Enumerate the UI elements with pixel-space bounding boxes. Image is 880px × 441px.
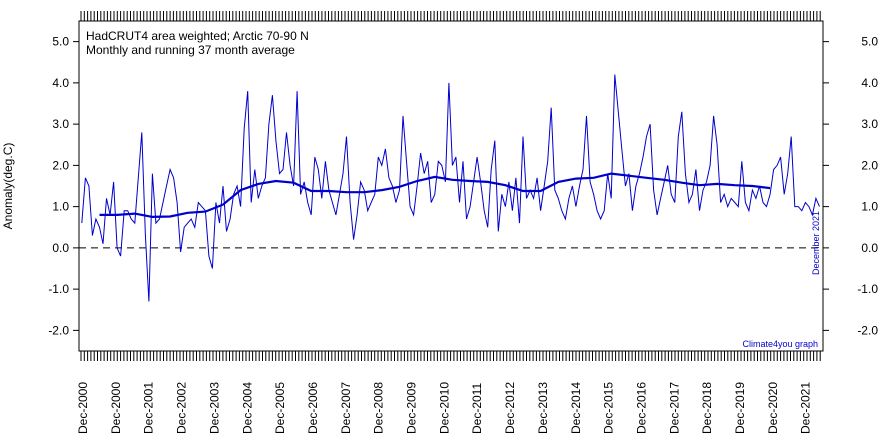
bottom-minor-ticks [80,351,821,361]
y-tick-label-left: -2.0 [48,323,69,337]
y-tick-label-right: 1.0 [861,200,878,214]
x-tick-label: Dec-2000 [76,382,90,434]
x-tick-label: Dec-2002 [175,382,189,434]
y-tick-label-right: 3.0 [861,117,878,131]
y-tick-label-right: 5.0 [861,35,878,49]
running-average-line [99,172,771,219]
y-tick-label-left: 3.0 [52,117,69,131]
credit-label: Climate4you graph [742,339,818,349]
chart-title-line-1: HadCRUT4 area weighted; Arctic 70-90 N [86,29,309,43]
x-tick-label: Dec-2000 [109,382,123,434]
x-tick-label: Dec-2013 [536,382,550,434]
x-tick-label: Dec-2001 [142,382,156,434]
x-tick-label: Dec-2005 [273,382,287,434]
y-tick-label-right: 2.0 [861,158,878,172]
y-tick-label-right: -2.0 [857,323,878,337]
y-tick-label-right: 4.0 [861,76,878,90]
x-tick-label: Dec-2008 [372,382,386,434]
x-tick-label: Dec-2010 [437,382,451,434]
x-tick-label: Dec-2014 [569,382,583,434]
y-axis-label: Anomaly(deg.C) [1,143,15,230]
monthly-series-line [81,74,820,302]
x-tick-label: Dec-2012 [503,382,517,434]
y-tick-label-right: 0.0 [861,241,878,255]
x-tick-label: Dec-2009 [405,382,419,434]
y-tick-label-left: 4.0 [52,76,69,90]
y-tick-label-left: 5.0 [52,35,69,49]
x-tick-label: Dec-2016 [634,382,648,434]
date-side-label: December 2021 [811,211,821,275]
y-tick-label-right: -1.0 [857,282,878,296]
y-tick-label-left: -1.0 [48,282,69,296]
top-minor-ticks [80,11,821,21]
y-tick-label-left: 2.0 [52,158,69,172]
x-tick-label: Dec-2011 [470,383,484,434]
x-axis-labels: Dec-2000 Dec-2000 Dec-2001 Dec-2002 Dec-2003… [76,382,813,434]
x-tick-label: Dec-2020 [766,382,780,434]
plot-frame [78,20,824,352]
y-tick-label-left: 0.0 [52,241,69,255]
x-tick-label: Dec-2003 [207,382,221,434]
y-tick-label-left: 1.0 [52,200,69,214]
chart-title-line-2: Monthly and running 37 month average [86,43,295,57]
x-tick-label: Dec-2015 [602,382,616,434]
x-tick-label: Dec-2006 [306,382,320,434]
y-axis-right: -2.0 -1.0 0.0 1.0 2.0 3.0 4.0 5.0 [823,35,878,337]
x-tick-label: Dec-2004 [240,382,254,434]
x-tick-label: Dec-2019 [733,382,747,434]
x-tick-label: Dec-2018 [700,382,714,434]
x-tick-label: Dec-2021 [799,382,813,434]
x-tick-label: Dec-2017 [667,382,681,434]
x-tick-label: Dec-2007 [339,382,353,434]
y-axis-left: -2.0 -1.0 0.0 1.0 2.0 3.0 4.0 5.0 [48,35,79,337]
